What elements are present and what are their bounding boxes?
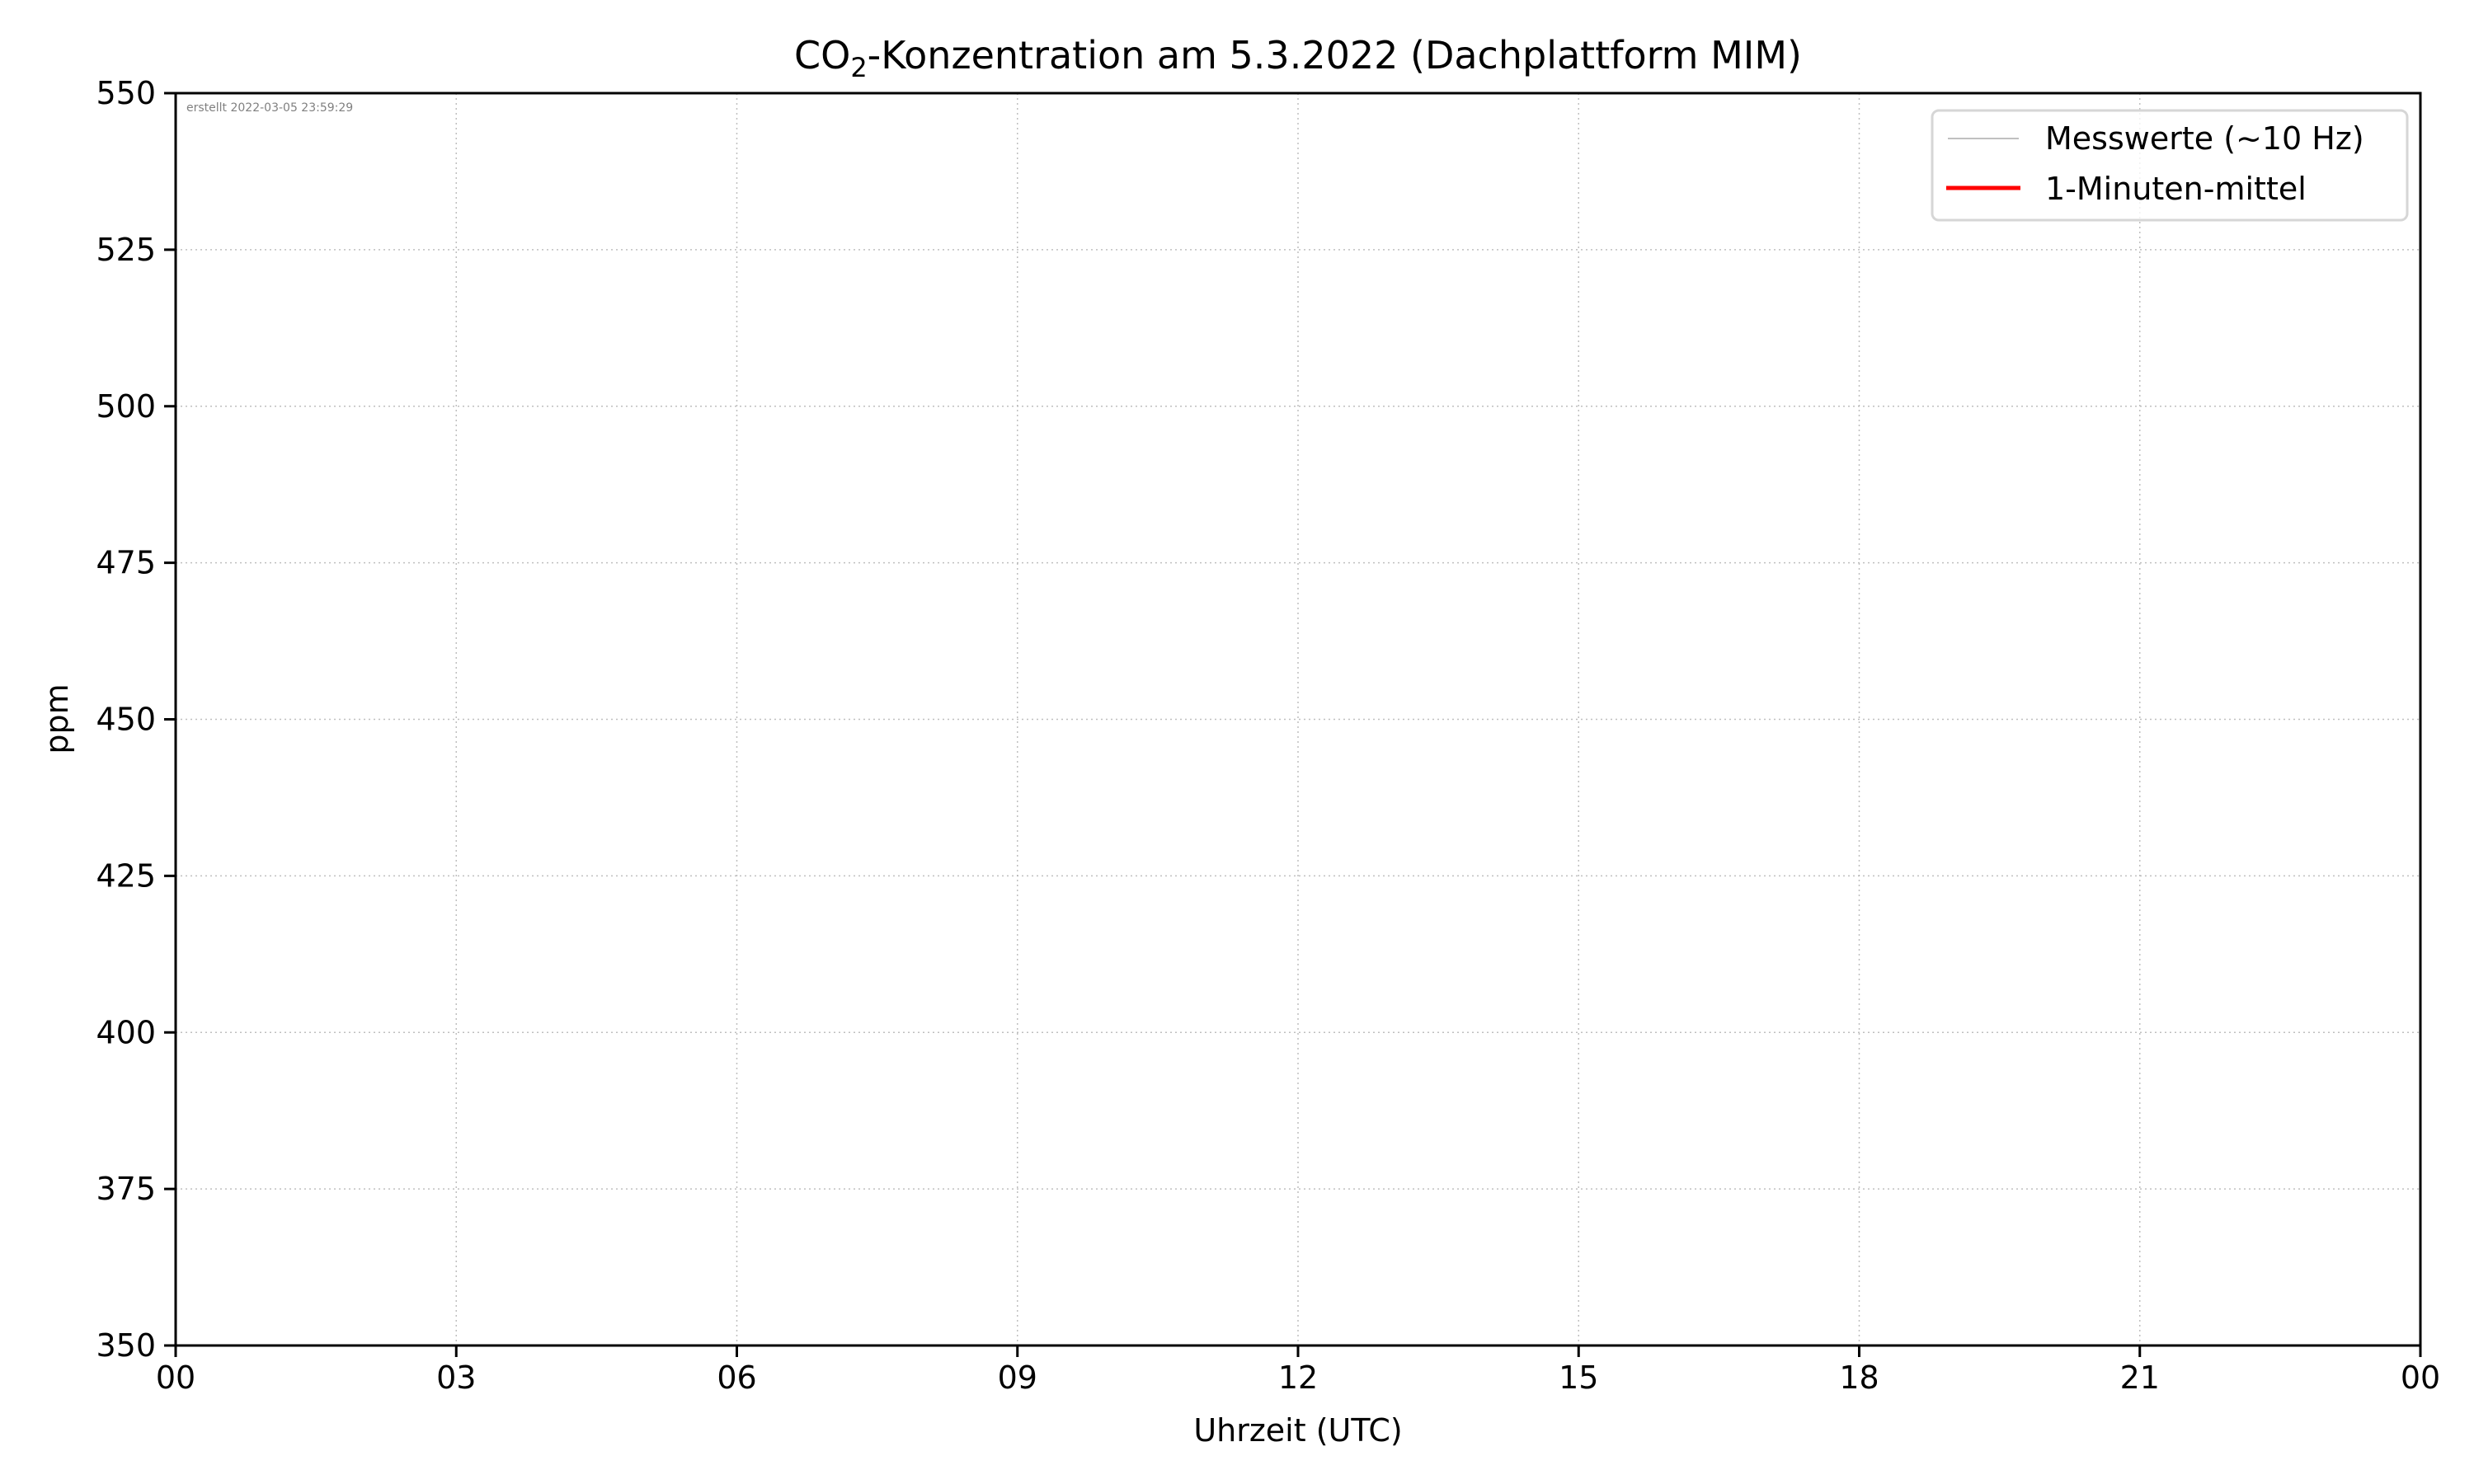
chart-title: CO2-Konzentration am 5.3.2022 (Dachplatt… bbox=[794, 33, 1802, 83]
y-axis: 350 375 400 425 450 475 500 525 550 bbox=[96, 75, 176, 1364]
y-tick-label: 500 bbox=[96, 388, 156, 425]
y-tick-label: 550 bbox=[96, 75, 156, 111]
x-tick-label: 18 bbox=[1839, 1360, 1879, 1396]
x-tick-label: 06 bbox=[717, 1360, 756, 1396]
legend-label-messwerte: Messwerte (~10 Hz) bbox=[2045, 120, 2364, 157]
x-tick-label: 09 bbox=[998, 1360, 1037, 1396]
y-tick-label: 475 bbox=[96, 545, 156, 581]
y-tick-label: 425 bbox=[96, 857, 156, 894]
legend-label-mittel: 1-Minuten-mittel bbox=[2045, 171, 2307, 207]
x-tick-label: 12 bbox=[1278, 1360, 1318, 1396]
y-tick-label: 525 bbox=[96, 232, 156, 268]
legend-frame bbox=[1931, 109, 2409, 222]
x-axis: 00 03 06 09 12 15 18 21 00 bbox=[156, 1345, 2440, 1396]
grid bbox=[176, 93, 2420, 1345]
y-tick-label: 400 bbox=[96, 1014, 156, 1050]
y-tick-label: 450 bbox=[96, 702, 156, 738]
legend: Messwerte (~10 Hz) 1-Minuten-mittel bbox=[1931, 109, 2409, 222]
x-axis-label: Uhrzeit (UTC) bbox=[1193, 1412, 1402, 1449]
x-tick-label: 00 bbox=[156, 1360, 195, 1396]
y-tick-label: 350 bbox=[96, 1327, 156, 1364]
y-tick-label: 375 bbox=[96, 1171, 156, 1207]
x-tick-label: 15 bbox=[1559, 1360, 1598, 1396]
x-tick-label: 00 bbox=[2401, 1360, 2440, 1396]
created-annotation: erstellt 2022-03-05 23:59:29 bbox=[186, 101, 353, 115]
x-tick-label: 03 bbox=[436, 1360, 476, 1396]
y-axis-label: ppm bbox=[39, 683, 75, 754]
x-tick-label: 21 bbox=[2120, 1360, 2160, 1396]
